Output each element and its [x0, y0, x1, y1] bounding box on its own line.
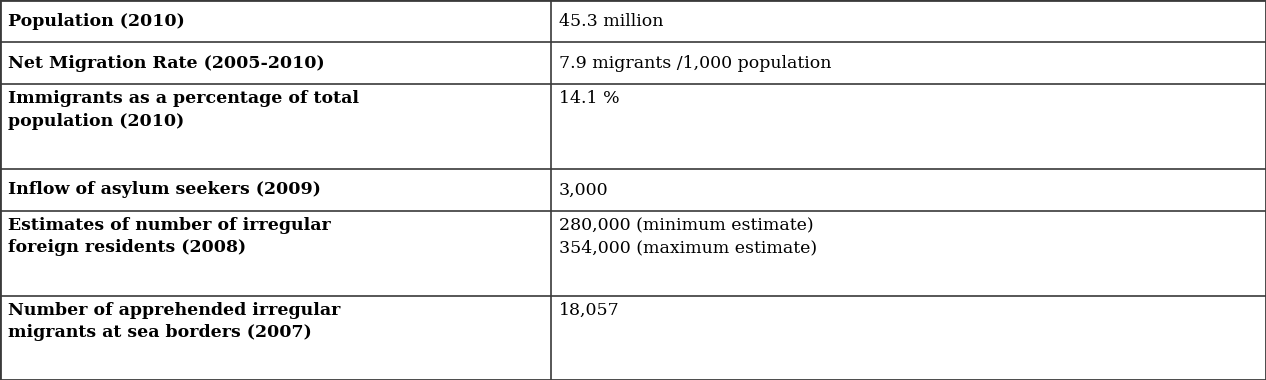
Text: 18,057: 18,057 [558, 302, 619, 318]
Text: Estimates of number of irregular
foreign residents (2008): Estimates of number of irregular foreign… [8, 217, 330, 256]
Text: 14.1 %: 14.1 % [558, 90, 619, 108]
Text: 3,000: 3,000 [558, 182, 609, 198]
Text: 280,000 (minimum estimate)
354,000 (maximum estimate): 280,000 (minimum estimate) 354,000 (maxi… [558, 217, 817, 256]
Text: Net Migration Rate (2005-2010): Net Migration Rate (2005-2010) [8, 55, 324, 72]
Text: Immigrants as a percentage of total
population (2010): Immigrants as a percentage of total popu… [8, 90, 360, 130]
Text: Number of apprehended irregular
migrants at sea borders (2007): Number of apprehended irregular migrants… [8, 302, 341, 341]
Text: Population (2010): Population (2010) [8, 13, 185, 30]
Text: Inflow of asylum seekers (2009): Inflow of asylum seekers (2009) [8, 182, 320, 198]
Text: 45.3 million: 45.3 million [558, 13, 663, 30]
Text: 7.9 migrants /1,000 population: 7.9 migrants /1,000 population [558, 55, 832, 72]
